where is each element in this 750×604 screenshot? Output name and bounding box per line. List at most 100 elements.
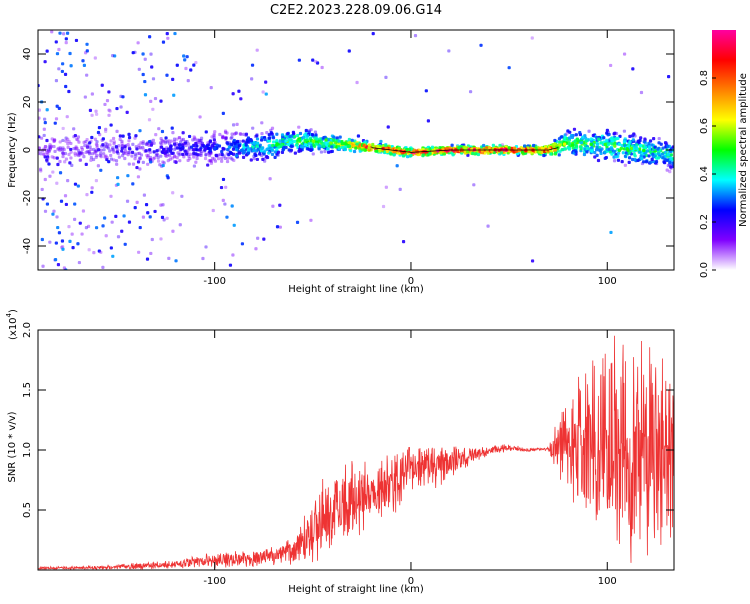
heatmap-cell bbox=[384, 185, 388, 189]
heatmap-cell bbox=[329, 141, 333, 145]
heatmap-cell bbox=[220, 134, 225, 138]
heatmap-cell bbox=[86, 145, 90, 150]
heatmap-cell bbox=[131, 162, 136, 166]
heatmap-cell bbox=[151, 138, 155, 143]
heatmap-cell bbox=[81, 59, 85, 63]
heatmap-cell bbox=[172, 155, 177, 159]
heatmap-cell bbox=[671, 145, 674, 149]
heatmap-cell bbox=[38, 146, 42, 151]
heatmap-cell bbox=[161, 40, 166, 44]
heatmap-cell bbox=[595, 145, 599, 149]
heatmap-cell bbox=[109, 139, 113, 143]
heatmap-cell bbox=[103, 155, 107, 159]
heatmap-cell bbox=[154, 133, 158, 137]
heatmap-cell bbox=[193, 137, 197, 141]
heatmap-cell bbox=[161, 160, 165, 164]
heatmap-cell bbox=[107, 108, 111, 112]
heatmap-cell bbox=[56, 225, 60, 230]
heatmap-cell bbox=[115, 162, 119, 166]
snr-ytick-label: 1.5 bbox=[22, 382, 33, 398]
heatmap-cell bbox=[127, 132, 131, 136]
heatmap-cell bbox=[288, 134, 292, 139]
heatmap-cell bbox=[64, 139, 68, 143]
snr-xtick-label: 100 bbox=[598, 576, 617, 587]
heatmap-cell bbox=[209, 151, 213, 155]
heatmap-cell bbox=[343, 147, 347, 151]
heatmap-cell bbox=[138, 167, 142, 171]
heatmap-cell bbox=[306, 134, 310, 138]
heatmap-cell bbox=[310, 132, 315, 137]
heatmap-cell bbox=[661, 146, 665, 150]
heatmap-cell bbox=[127, 150, 131, 154]
heatmap-cell bbox=[136, 41, 140, 45]
ridge-line bbox=[371, 147, 559, 153]
heatmap-cell bbox=[194, 141, 198, 145]
heatmap-cell bbox=[639, 90, 644, 95]
heatmap-cell bbox=[175, 63, 179, 67]
heatmap-cell bbox=[64, 41, 68, 45]
heatmap-cell bbox=[78, 221, 82, 225]
heatmap-cell bbox=[101, 137, 105, 141]
heatmap-cell bbox=[46, 148, 51, 152]
heatmap-cell bbox=[194, 60, 198, 65]
heatmap-cell bbox=[581, 135, 585, 139]
spectrogram-ytick-label: -40 bbox=[22, 238, 33, 254]
heatmap-cell bbox=[152, 156, 157, 160]
heatmap-cell bbox=[612, 159, 617, 163]
heatmap-cell bbox=[256, 147, 260, 151]
heatmap-cell bbox=[153, 209, 157, 214]
heatmap-cell bbox=[184, 150, 188, 154]
heatmap-cell bbox=[121, 95, 125, 99]
heatmap-cell bbox=[386, 125, 390, 129]
heatmap-cell bbox=[219, 185, 224, 190]
spectrogram-ytick-label: -20 bbox=[22, 190, 33, 206]
heatmap-cell bbox=[225, 215, 229, 219]
heatmap-cell bbox=[52, 156, 56, 160]
heatmap-cell bbox=[292, 132, 296, 136]
heatmap-cell bbox=[39, 136, 44, 140]
heatmap-cell bbox=[158, 163, 162, 167]
heatmap-cell bbox=[297, 125, 301, 129]
heatmap-cell bbox=[133, 206, 137, 210]
heatmap-cell bbox=[182, 54, 186, 58]
heatmap-cell bbox=[58, 148, 62, 152]
heatmap-cell bbox=[61, 62, 65, 66]
heatmap-cell bbox=[398, 187, 402, 191]
snr-xtick-label: 0 bbox=[408, 576, 414, 587]
heatmap-cell bbox=[148, 35, 152, 39]
snr-ytick-label: 2.0 bbox=[22, 322, 33, 338]
heatmap-cell bbox=[180, 138, 184, 142]
heatmap-cell bbox=[204, 153, 208, 157]
heatmap-cell bbox=[54, 79, 59, 83]
heatmap-cell bbox=[48, 146, 52, 150]
heatmap-cell bbox=[218, 152, 222, 157]
heatmap-cell bbox=[375, 144, 380, 149]
heatmap-cell bbox=[96, 164, 100, 168]
heatmap-cell bbox=[246, 151, 250, 155]
heatmap-cell bbox=[572, 127, 577, 131]
heatmap-cell bbox=[232, 138, 236, 143]
heatmap-cell bbox=[146, 162, 150, 166]
heatmap-cell bbox=[240, 242, 245, 246]
heatmap-cell bbox=[355, 80, 359, 85]
heatmap-cell bbox=[61, 126, 65, 131]
heatmap-cell bbox=[47, 145, 51, 149]
heatmap-cell bbox=[226, 156, 230, 160]
heatmap-cell bbox=[311, 152, 315, 156]
heatmap-cell bbox=[232, 158, 236, 162]
heatmap-cell bbox=[168, 142, 172, 146]
heatmap-cell bbox=[73, 217, 77, 221]
heatmap-cell bbox=[168, 145, 173, 149]
heatmap-cell bbox=[151, 107, 155, 111]
heatmap-cell bbox=[159, 145, 164, 149]
heatmap-cell bbox=[193, 145, 197, 149]
heatmap-cell bbox=[609, 147, 614, 151]
heatmap-cell bbox=[52, 144, 56, 149]
heatmap-cell bbox=[170, 126, 174, 130]
heatmap-cell bbox=[297, 58, 301, 62]
heatmap-cell bbox=[55, 104, 59, 108]
heatmap-cell bbox=[225, 159, 230, 164]
heatmap-cell bbox=[199, 139, 203, 143]
heatmap-cell bbox=[514, 149, 518, 153]
heatmap-cell bbox=[372, 145, 376, 149]
